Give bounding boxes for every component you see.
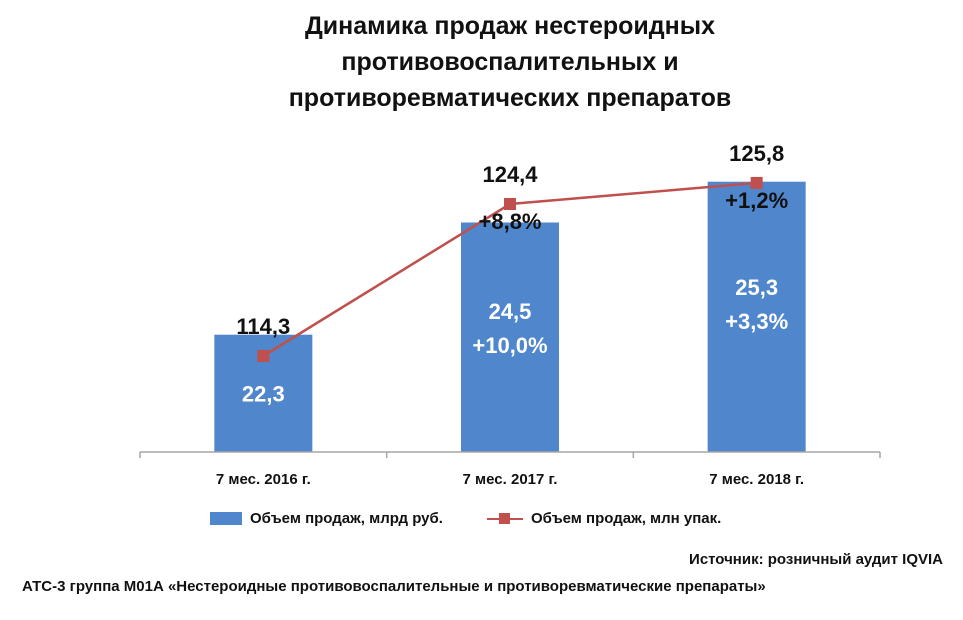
chart-title-line-3: противоревматических препаратов: [288, 84, 732, 112]
x-tick-label-1: 7 мес. 2017 г.: [463, 471, 558, 488]
bar-2: [707, 181, 806, 452]
chart-title-line-2: противовоспалительных и: [341, 48, 679, 76]
bar-growth-label-1: +10,0%: [472, 333, 547, 358]
combo-chart: 7 мес. 2016 г. 7 мес. 2017 г. 7 мес. 2018 …: [139, 141, 881, 488]
legend-swatch-bar: [210, 512, 242, 525]
line-point-0: [257, 350, 270, 362]
legend-label-line: Объем продаж, млн упак.: [530, 510, 722, 527]
line-point-1: [504, 197, 516, 210]
chart-legend: Объем продаж, млрд руб. Объем продаж, мл…: [210, 510, 721, 527]
chart-title-line-1: Динамика продаж нестероидных: [304, 12, 716, 40]
line-value-label-1: 124,4: [482, 162, 538, 187]
line-point-2: [750, 176, 763, 189]
source-note: Источник: розничный аудит IQVIA: [689, 551, 943, 568]
bar-value-label-0: 22,3: [242, 382, 285, 407]
x-tick-label-2: 7 мес. 2018 г.: [709, 471, 804, 488]
line-value-label-0: 114,3: [236, 314, 290, 339]
x-tick-label-0: 7 мес. 2016 г.: [216, 471, 311, 488]
bar-1: [461, 222, 559, 452]
bar-value-label-1: 24,5: [489, 299, 532, 324]
line-growth-label-1: +8,8%: [479, 209, 542, 234]
chart-title: Динамика продаж нестероидных противовосп…: [200, 8, 820, 116]
line-value-label-2: 125,8: [729, 141, 784, 166]
legend-swatch-line: [486, 512, 523, 525]
atc-note: АТС-3 группа М01А «Нестероидные противов…: [22, 578, 766, 595]
legend-item-line: Объем продаж, млн упак.: [486, 510, 722, 527]
bar-value-label-2: 25,3: [735, 275, 778, 300]
legend-item-bars: Объем продаж, млрд руб.: [210, 510, 443, 527]
line-growth-label-2: +1,2%: [725, 188, 788, 213]
legend-label-bars: Объем продаж, млрд руб.: [250, 510, 443, 527]
bar-growth-label-2: +3,3%: [725, 309, 788, 334]
